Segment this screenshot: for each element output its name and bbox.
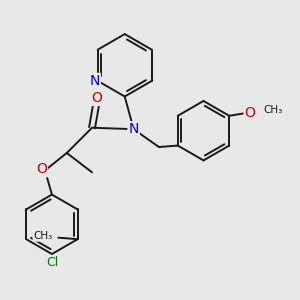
Text: Cl: Cl [46,256,58,269]
Text: N: N [89,74,100,88]
Text: O: O [91,91,102,105]
Text: N: N [128,122,139,136]
Text: CH₃: CH₃ [263,106,283,116]
Text: O: O [36,162,47,176]
Text: CH₃: CH₃ [33,231,52,241]
Text: O: O [244,106,256,120]
